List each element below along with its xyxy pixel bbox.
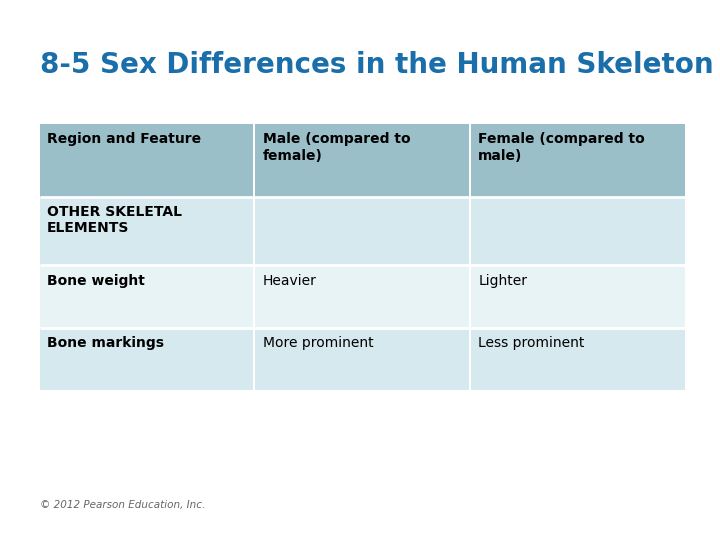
Text: 8-5 Sex Differences in the Human Skeleton: 8-5 Sex Differences in the Human Skeleto…: [40, 51, 714, 79]
Bar: [256, 327, 469, 390]
Bar: [471, 124, 685, 197]
Bar: [40, 327, 253, 390]
Text: OTHER SKELETAL
ELEMENTS: OTHER SKELETAL ELEMENTS: [47, 205, 181, 235]
Text: Less prominent: Less prominent: [478, 336, 585, 349]
Bar: [40, 197, 253, 266]
Bar: [256, 124, 469, 197]
Bar: [471, 266, 685, 327]
Text: Female (compared to
male): Female (compared to male): [478, 132, 645, 163]
Bar: [256, 197, 469, 266]
Bar: [40, 266, 253, 327]
Text: Male (compared to
female): Male (compared to female): [263, 132, 410, 163]
Bar: [256, 266, 469, 327]
Text: Lighter: Lighter: [478, 274, 527, 287]
Bar: [253, 124, 256, 390]
Text: Bone weight: Bone weight: [47, 274, 145, 287]
Text: More prominent: More prominent: [263, 336, 373, 349]
Bar: [471, 327, 685, 390]
Bar: [469, 124, 471, 390]
Text: Heavier: Heavier: [263, 274, 317, 287]
Bar: [40, 124, 253, 197]
Text: Bone markings: Bone markings: [47, 336, 164, 349]
Text: Region and Feature: Region and Feature: [47, 132, 201, 146]
Bar: [471, 197, 685, 266]
Text: © 2012 Pearson Education, Inc.: © 2012 Pearson Education, Inc.: [40, 500, 205, 510]
